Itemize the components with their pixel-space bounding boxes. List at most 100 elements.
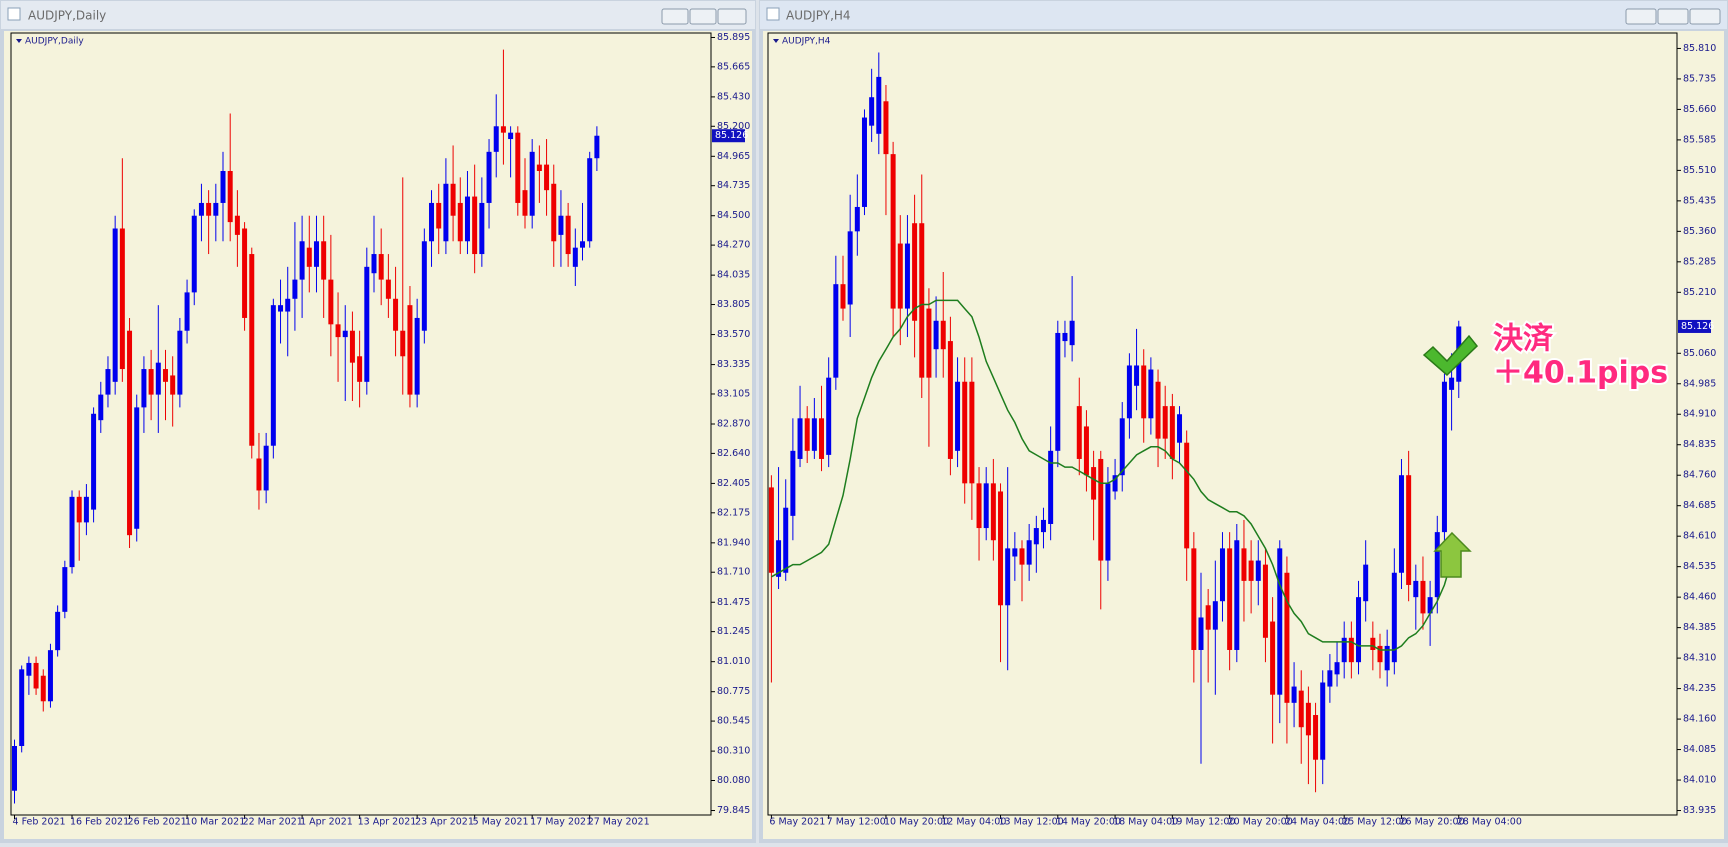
candle-body xyxy=(1169,406,1175,459)
candle-body xyxy=(1062,332,1068,342)
candle-body xyxy=(184,292,190,331)
candle-body xyxy=(407,305,413,395)
minimize-button[interactable] xyxy=(661,8,689,25)
y-tick-label: 85.510 xyxy=(1683,165,1716,176)
price-label: 85.126 xyxy=(715,130,748,141)
candle-body xyxy=(919,223,925,378)
y-tick-label: 81.475 xyxy=(717,597,750,608)
candle-body xyxy=(1377,645,1383,663)
candle-body xyxy=(1191,548,1197,650)
y-tick-label: 84.910 xyxy=(1683,409,1716,420)
y-tick-label: 83.935 xyxy=(1683,805,1716,816)
candle-body xyxy=(1305,702,1311,736)
symbol-label: AUDJPY,Daily xyxy=(25,37,84,47)
check-icon xyxy=(1422,334,1479,377)
annotation: 決済 xyxy=(1493,322,1554,357)
y-tick-label: 85.360 xyxy=(1683,226,1716,237)
maximize-button[interactable] xyxy=(689,8,717,25)
title-bar xyxy=(760,1,1727,29)
candle-body xyxy=(335,324,341,338)
y-tick-label: 84.160 xyxy=(1683,714,1716,725)
candle-body xyxy=(897,243,903,309)
candle-body xyxy=(940,320,946,350)
candle-body xyxy=(1098,458,1104,561)
candle-body xyxy=(1040,519,1046,533)
x-tick-label: 28 May 04:00 xyxy=(1457,817,1522,828)
candle-body xyxy=(594,135,600,159)
candle-body xyxy=(522,190,528,216)
candle-body xyxy=(508,132,514,140)
candle-body xyxy=(62,567,68,612)
x-tick-label: 17 May 2021 xyxy=(530,817,592,828)
candle-body xyxy=(349,330,355,363)
candle-body xyxy=(119,228,125,370)
y-tick-label: 85.735 xyxy=(1683,73,1716,84)
candle-body xyxy=(998,491,1004,606)
candle-body xyxy=(421,241,427,331)
candle-body xyxy=(790,450,796,516)
candle-body xyxy=(926,308,932,378)
candle-body xyxy=(1148,369,1154,419)
candle-body xyxy=(313,241,319,267)
candle-body xyxy=(1356,597,1362,663)
y-tick-label: 84.965 xyxy=(717,151,750,162)
candle-body xyxy=(861,117,867,207)
candle-body xyxy=(783,507,789,573)
y-tick-label: 84.835 xyxy=(1683,439,1716,450)
candle-body xyxy=(170,375,176,395)
candle-body xyxy=(213,202,219,216)
y-tick-label: 82.405 xyxy=(717,478,750,489)
x-tick-label: 26 Feb 2021 xyxy=(128,817,187,828)
x-tick-label: 1 Apr 2021 xyxy=(300,817,353,828)
y-tick-label: 84.760 xyxy=(1683,470,1716,481)
candle-body xyxy=(1291,686,1297,703)
candle-body xyxy=(797,418,803,459)
y-tick-label: 79.845 xyxy=(717,805,750,816)
candle-body xyxy=(565,215,571,255)
x-tick-label: 24 May 04:00 xyxy=(1285,817,1350,828)
y-tick-label: 84.685 xyxy=(1683,500,1716,511)
candle-body xyxy=(1248,560,1254,581)
candle-body xyxy=(1112,475,1118,492)
x-tick-label: 26 May 20:00 xyxy=(1399,817,1464,828)
y-tick-label: 84.035 xyxy=(717,270,750,281)
candle-body xyxy=(148,369,154,395)
candle-body xyxy=(227,171,233,223)
candle-body xyxy=(1406,475,1412,585)
x-tick-label: 20 May 20:00 xyxy=(1228,817,1293,828)
candle-body xyxy=(768,487,774,573)
candle-body xyxy=(436,202,442,229)
candle-body xyxy=(12,746,17,791)
candle-body xyxy=(220,171,226,203)
candle-body xyxy=(155,362,161,395)
y-tick-label: 84.985 xyxy=(1683,378,1716,389)
y-tick-label: 85.660 xyxy=(1683,104,1716,115)
y-tick-label: 83.105 xyxy=(717,388,750,399)
maximize-button[interactable] xyxy=(1657,8,1689,25)
candle-body xyxy=(1277,548,1283,695)
candle-body xyxy=(1334,662,1340,675)
candle-body xyxy=(933,320,939,350)
candle-body xyxy=(234,215,240,235)
candle-body xyxy=(1434,532,1440,598)
y-tick-label: 83.805 xyxy=(717,299,750,310)
window-icon xyxy=(766,7,780,21)
plot-area xyxy=(10,32,712,816)
candle-body xyxy=(1005,548,1011,606)
close-button[interactable] xyxy=(1689,8,1721,25)
candle-body xyxy=(1155,381,1161,439)
candle-body xyxy=(69,496,75,568)
x-tick-label: 14 May 20:00 xyxy=(1056,817,1121,828)
candle-body xyxy=(26,662,32,676)
candle-body xyxy=(98,394,104,421)
close-button[interactable] xyxy=(717,8,747,25)
minimize-button[interactable] xyxy=(1625,8,1657,25)
x-tick-label: 13 May 12:00 xyxy=(999,817,1064,828)
candle-body xyxy=(1119,418,1125,476)
candle-body xyxy=(263,445,269,491)
candle-body xyxy=(826,377,832,455)
candle-body xyxy=(1026,540,1032,565)
candle-body xyxy=(486,151,492,203)
symbol-label: AUDJPY,H4 xyxy=(782,37,831,47)
candle-body xyxy=(191,215,197,293)
